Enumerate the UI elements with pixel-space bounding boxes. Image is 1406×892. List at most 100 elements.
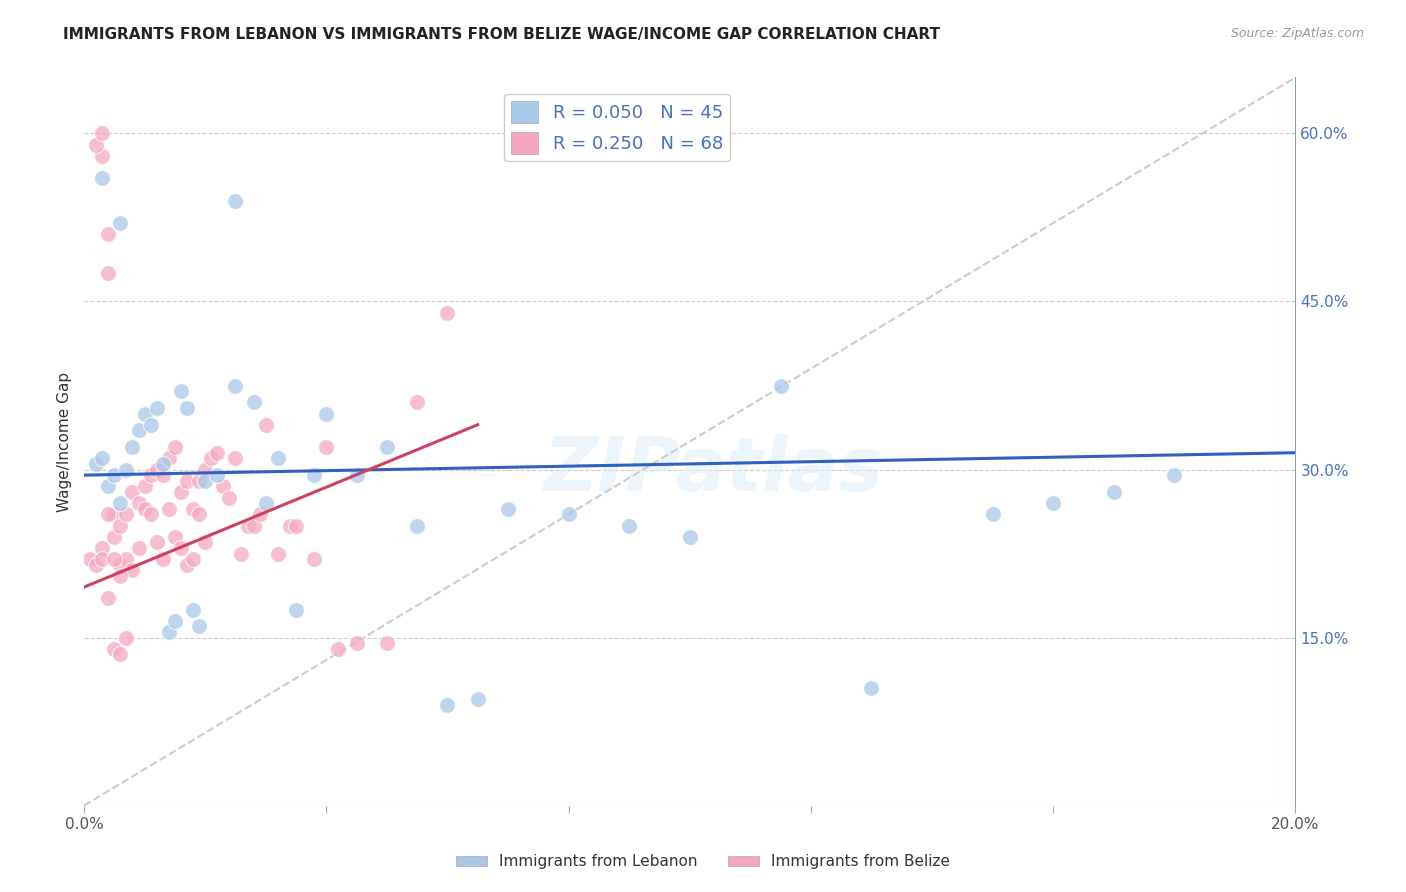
Point [617,518,640,533]
Point [1042,496,1064,510]
Point [134,501,156,516]
Point [115,508,138,522]
Point [328,641,350,656]
Point [224,378,246,392]
Point [163,440,186,454]
Point [181,602,204,616]
Point [134,479,156,493]
Point [110,569,132,583]
Point [97,227,120,242]
Point [406,518,429,533]
Point [236,518,259,533]
Point [115,552,138,566]
Point [436,306,458,320]
Point [145,401,167,415]
Point [79,552,101,566]
Point [181,501,204,516]
Point [103,530,125,544]
Point [97,591,120,606]
Point [375,636,398,650]
Point [139,417,162,432]
Point [103,508,125,522]
Point [128,541,150,555]
Point [152,552,174,566]
Point [128,496,150,510]
Point [110,558,132,572]
Point [121,440,143,454]
Point [91,171,114,186]
Point [194,474,217,488]
Point [278,518,301,533]
Point [121,563,143,577]
Point [207,468,229,483]
Point [285,602,308,616]
Point [860,681,883,695]
Point [163,530,186,544]
Point [981,508,1004,522]
Point [91,552,114,566]
Point [188,619,211,633]
Point [115,462,138,476]
Point [157,624,180,639]
Y-axis label: Wage/Income Gap: Wage/Income Gap [58,371,72,512]
Point [254,496,277,510]
Point [110,496,132,510]
Point [218,491,240,505]
Point [139,508,162,522]
Point [103,468,125,483]
Point [91,541,114,555]
Point [97,267,120,281]
Point [145,462,167,476]
Text: ZIPatlas: ZIPatlas [544,434,884,508]
Point [145,535,167,549]
Point [207,446,229,460]
Point [152,457,174,471]
Point [346,636,368,650]
Point [163,614,186,628]
Point [128,423,150,437]
Point [769,378,792,392]
Point [315,440,337,454]
Point [170,484,193,499]
Point [97,508,120,522]
Point [267,547,290,561]
Text: IMMIGRANTS FROM LEBANON VS IMMIGRANTS FROM BELIZE WAGE/INCOME GAP CORRELATION CH: IMMIGRANTS FROM LEBANON VS IMMIGRANTS FR… [63,27,941,42]
Point [84,457,107,471]
Point [176,474,198,488]
Point [170,384,193,398]
Point [134,407,156,421]
Point [254,417,277,432]
Point [249,508,271,522]
Point [406,395,429,409]
Point [103,552,125,566]
Point [188,474,211,488]
Point [679,530,702,544]
Point [346,468,368,483]
Text: Source: ZipAtlas.com: Source: ZipAtlas.com [1230,27,1364,40]
Point [375,440,398,454]
Point [315,407,337,421]
Point [302,552,325,566]
Point [1102,484,1125,499]
Point [188,508,211,522]
Point [496,501,519,516]
Point [242,518,264,533]
Point [152,468,174,483]
Point [224,194,246,208]
Point [84,558,107,572]
Point [302,468,325,483]
Point [181,552,204,566]
Point [103,641,125,656]
Point [157,451,180,466]
Point [110,216,132,230]
Point [557,508,579,522]
Point [91,451,114,466]
Point [194,535,217,549]
Point [176,558,198,572]
Point [157,501,180,516]
Point [139,468,162,483]
Point [170,541,193,555]
Point [467,692,489,706]
Point [84,137,107,152]
Point [1163,468,1185,483]
